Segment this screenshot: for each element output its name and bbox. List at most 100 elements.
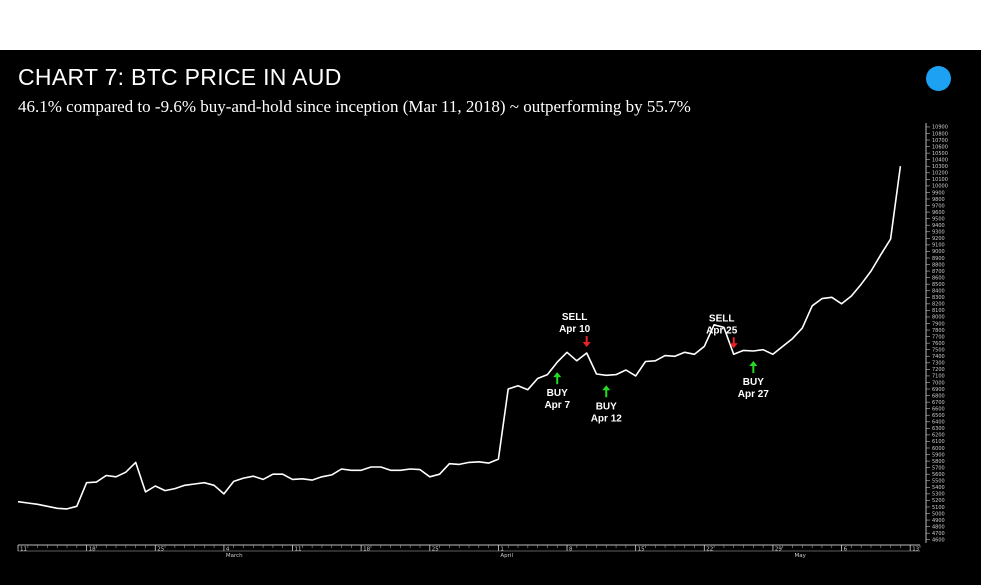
y-tick-label: 6600 — [932, 406, 945, 412]
y-tick-label: 7600 — [932, 341, 945, 347]
y-tick-label: 9500 — [932, 216, 945, 222]
buy-arrowhead-icon — [553, 372, 562, 378]
y-tick-label: 5700 — [932, 465, 945, 471]
x-tick-label: 18 — [89, 547, 96, 553]
buy-arrowhead-icon — [602, 385, 611, 391]
y-tick-label: 6200 — [932, 433, 945, 439]
brand-dot-icon — [926, 66, 951, 91]
y-tick-label: 10100 — [932, 177, 948, 183]
y-tick-label: 10600 — [932, 144, 948, 150]
x-month-label: May — [795, 553, 807, 559]
sell-arrowhead-icon — [582, 341, 591, 347]
y-tick-label: 10500 — [932, 151, 948, 157]
y-tick-label: 7200 — [932, 367, 945, 373]
y-tick-label: 8300 — [932, 295, 945, 301]
y-tick-label: 5400 — [932, 485, 945, 491]
x-tick-label: 8 — [569, 547, 573, 553]
y-tick-label: 8600 — [932, 275, 945, 281]
axes-layer: 4600470048004900500051005200530054005500… — [17, 123, 948, 559]
buy-label: BUY — [596, 401, 617, 412]
buy-date: Apr 7 — [544, 400, 570, 411]
y-tick-label: 6500 — [932, 413, 945, 419]
price-line — [17, 166, 902, 510]
chart-title: CHART 7: BTC PRICE IN AUD — [18, 64, 342, 90]
y-tick-label: 5500 — [932, 479, 945, 485]
y-tick-label: 7000 — [932, 380, 945, 386]
y-tick-label: 9400 — [932, 223, 945, 229]
sell-label: SELL — [709, 313, 735, 324]
y-tick-label: 8700 — [932, 269, 945, 275]
x-tick-label: 15 — [638, 547, 645, 553]
y-tick-label: 10300 — [932, 164, 948, 170]
y-tick-label: 7700 — [932, 334, 945, 340]
x-tick-label: 4 — [226, 547, 230, 553]
y-tick-label: 9600 — [932, 210, 945, 216]
y-tick-label: 6100 — [932, 439, 945, 445]
buy-date: Apr 27 — [738, 389, 770, 400]
y-tick-label: 10900 — [932, 125, 948, 131]
y-tick-label: 7300 — [932, 361, 945, 367]
x-tick-label: 29 — [775, 547, 782, 553]
y-tick-label: 9100 — [932, 243, 945, 249]
x-tick-label: 11 — [295, 547, 302, 553]
y-tick-label: 10200 — [932, 171, 948, 177]
y-tick-label: 4900 — [932, 518, 945, 524]
y-tick-label: 9000 — [932, 249, 945, 255]
y-tick-label: 7800 — [932, 328, 945, 334]
x-tick-label: 1 — [500, 547, 504, 553]
y-tick-label: 8100 — [932, 308, 945, 314]
x-tick-label: 25 — [157, 547, 164, 553]
y-tick-label: 10700 — [932, 138, 948, 144]
line-layer — [17, 166, 902, 510]
y-tick-label: 8400 — [932, 289, 945, 295]
y-tick-label: 9700 — [932, 203, 945, 209]
y-tick-label: 5900 — [932, 452, 945, 458]
x-tick-label: 18 — [363, 547, 370, 553]
chart-panel: CHART 7: BTC PRICE IN AUD 46.1% compared… — [0, 50, 981, 585]
y-tick-label: 6800 — [932, 393, 945, 399]
y-tick-label: 5200 — [932, 498, 945, 504]
y-tick-label: 5000 — [932, 511, 945, 517]
y-tick-label: 5600 — [932, 472, 945, 478]
y-tick-label: 7100 — [932, 374, 945, 380]
x-tick-label: 11 — [20, 547, 27, 553]
x-tick-label: 6 — [844, 547, 848, 553]
x-tick-label: 13 — [912, 547, 919, 553]
y-tick-label: 10400 — [932, 157, 948, 163]
sell-date: Apr 25 — [706, 325, 738, 336]
y-tick-label: 8000 — [932, 315, 945, 321]
y-tick-label: 5800 — [932, 459, 945, 465]
x-month-label: March — [226, 553, 243, 559]
y-tick-label: 8500 — [932, 282, 945, 288]
y-tick-label: 6900 — [932, 387, 945, 393]
y-tick-label: 5300 — [932, 492, 945, 498]
y-tick-label: 5100 — [932, 505, 945, 511]
buy-date: Apr 12 — [591, 413, 623, 424]
x-tick-label: 25 — [432, 547, 439, 553]
buy-arrowhead-icon — [749, 361, 758, 367]
chart-subtitle: 46.1% compared to -9.6% buy-and-hold sin… — [18, 97, 691, 116]
sell-arrowhead-icon — [729, 343, 738, 349]
y-tick-label: 6000 — [932, 446, 945, 452]
y-tick-label: 8200 — [932, 302, 945, 308]
y-tick-label: 9800 — [932, 197, 945, 203]
y-tick-label: 6400 — [932, 420, 945, 426]
y-tick-label: 9900 — [932, 190, 945, 196]
y-tick-label: 8900 — [932, 256, 945, 262]
y-tick-label: 8800 — [932, 262, 945, 268]
buy-label: BUY — [547, 388, 568, 399]
y-tick-label: 10000 — [932, 184, 948, 190]
y-tick-label: 4800 — [932, 524, 945, 530]
y-tick-label: 4600 — [932, 538, 945, 544]
y-tick-label: 4700 — [932, 531, 945, 537]
y-tick-label: 6300 — [932, 426, 945, 432]
sell-date: Apr 10 — [559, 324, 591, 335]
buy-label: BUY — [743, 377, 764, 388]
y-tick-label: 9200 — [932, 236, 945, 242]
